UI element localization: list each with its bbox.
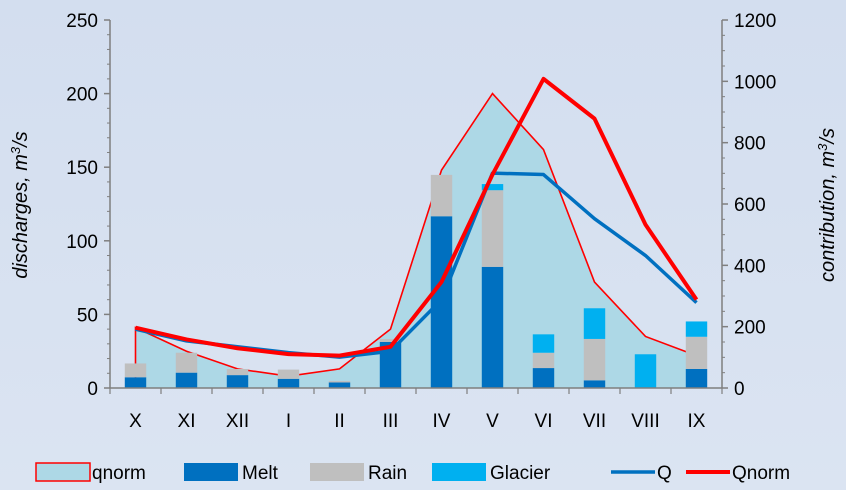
melt-bar-XI [175,372,198,388]
x-tick-label-II: II [334,411,345,432]
tick-labels: 0 50 100 150 200 250 0 200 400 600 800 1000 1200 X XI X… [66,11,776,432]
legend-label-glacier: Glacier [490,463,551,484]
legend-label-q: Q [657,463,672,484]
right-tick-label-200: 200 [734,318,766,339]
x-tick-label-III: III [383,411,399,432]
glacier-bar-VI [532,334,555,353]
glacier-bar-VIII [634,354,657,388]
rain-bar-V [481,190,504,267]
melt-bar-IX [685,368,708,388]
rain-bar-IX [685,336,708,369]
right-axis-title: contribution, m3/s [815,128,840,282]
legend-swatch-qnorm [35,462,91,482]
legend-label-melt: Melt [242,463,279,484]
rain-bar-XII [226,368,249,376]
right-axis [721,19,728,389]
left-axis [104,19,111,389]
x-axis [109,387,723,394]
left-tick-label-250: 250 [66,11,98,32]
glacier-bar-IX [685,321,708,337]
left-tick-label-150: 150 [66,158,98,179]
melt-bar-VII [583,380,606,388]
rain-bar-VI [532,352,555,369]
melt-bar-XII [226,375,249,388]
left-tick-label-200: 200 [66,85,98,106]
qnorm-line [135,76,699,358]
melt-bar-VI [532,368,555,388]
right-tick-label-800: 800 [734,134,766,155]
rain-bar-XI [175,352,198,373]
x-tick-label-X: X [129,411,142,432]
legend-swatch-rain [310,463,364,481]
x-tick-label-IX: IX [688,411,706,432]
qnorm-area [135,93,697,388]
x-tick-label-IV: IV [433,411,451,432]
right-tick-label-0: 0 [734,379,745,400]
right-tick-label-400: 400 [734,256,766,277]
left-tick-label-100: 100 [66,232,98,253]
plot-area [124,76,708,388]
left-tick-label-50: 50 [77,305,98,326]
x-tick-label-XII: XII [226,411,249,432]
x-tick-label-I: I [286,411,291,432]
rain-bar-IV [430,174,453,217]
x-tick-label-XI: XI [178,411,196,432]
left-axis-title: discharges, m3/s [8,131,33,278]
qnorm-edge [134,92,697,388]
legend-swatch-melt [184,463,238,481]
legend-swatch-glacier [432,463,486,481]
x-tick-label-VI: VI [535,411,553,432]
right-tick-label-600: 600 [734,195,766,216]
left-tick-label-0: 0 [87,379,98,400]
x-tick-label-VII: VII [583,411,606,432]
glacier-bar-V [481,184,504,191]
rain-bar-III [379,338,402,342]
rain-bar-II [328,380,351,383]
melt-bar-II [328,382,351,388]
rain-bar-X [124,363,147,378]
legend-label-qnorm: Qnorm [732,463,790,484]
legend-label-qnorm: qnorm [92,463,146,484]
rain-bar-I [277,369,300,379]
rain-bar-VII [583,338,606,381]
legend-label-rain: Rain [368,463,407,484]
melt-bar-X [124,377,147,388]
x-tick-label-VIII: VIII [631,411,660,432]
x-tick-label-V: V [486,411,499,432]
glacier-bar-VII [583,308,606,339]
right-tick-label-1000: 1000 [734,72,776,93]
melt-bar-V [481,266,504,388]
right-tick-label-1200: 1200 [734,11,776,32]
legend: qnorm Melt Rain Glacier Q Qnorm [35,462,790,484]
melt-bar-I [277,378,300,388]
